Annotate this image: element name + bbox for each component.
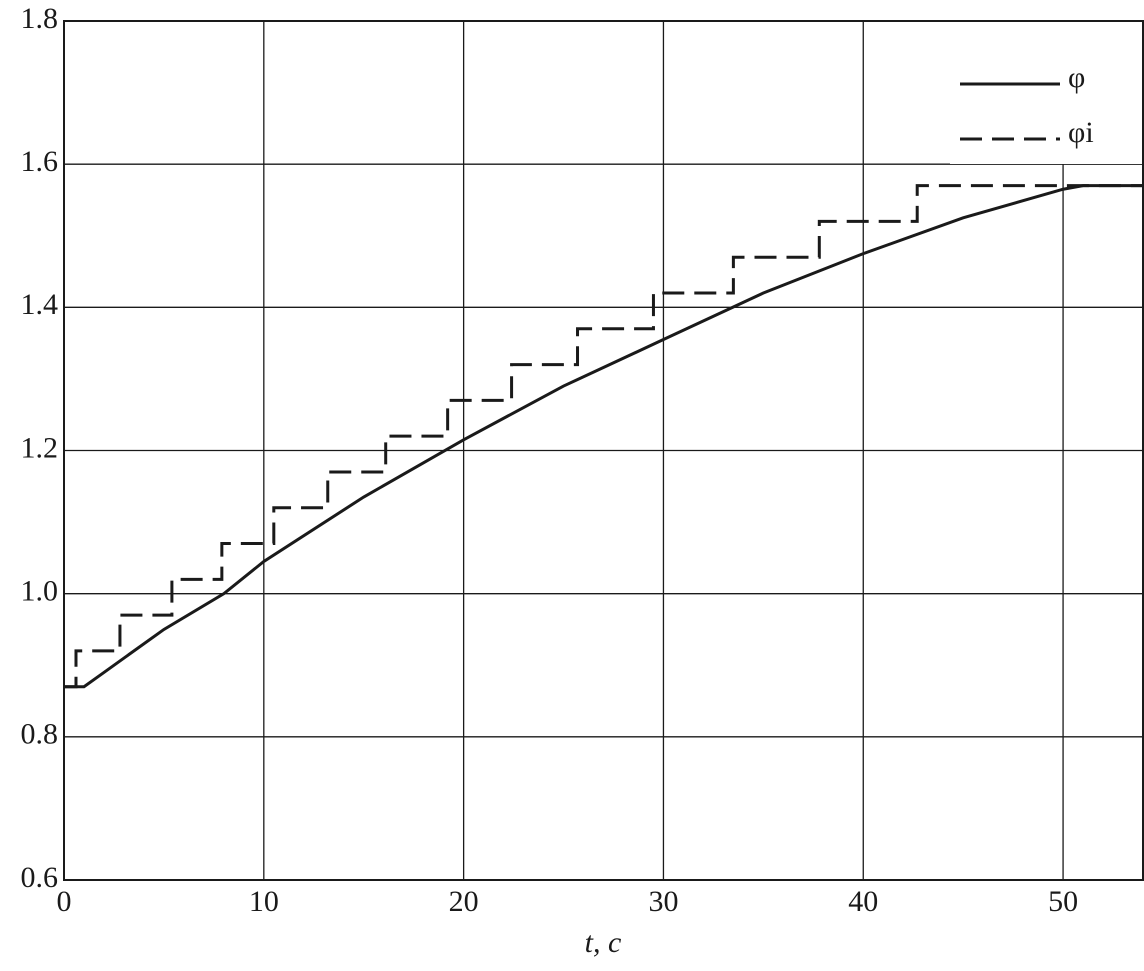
y-tick-label: 1.6 (21, 145, 59, 178)
x-tick-label: 40 (848, 885, 878, 918)
y-tick-label: 0.8 (21, 718, 59, 751)
x-tick-label: 10 (249, 885, 279, 918)
legend-label: φ (1068, 61, 1085, 94)
legend-label: φi (1068, 116, 1094, 149)
x-tick-label: 30 (648, 885, 678, 918)
y-tick-label: 1.2 (21, 431, 59, 464)
series-line (64, 184, 1143, 689)
y-tick-label: 1.4 (21, 288, 59, 321)
x-tick-label: 0 (57, 885, 72, 918)
y-tick-label: 1.0 (21, 575, 59, 608)
x-tick-label: 20 (449, 885, 479, 918)
y-tick-label: 0.6 (21, 861, 59, 894)
y-tick-label: 1.8 (21, 2, 59, 35)
x-tick-label: 50 (1048, 885, 1078, 918)
x-axis-label: t, c (585, 926, 622, 959)
legend-box (950, 22, 1142, 164)
series-line (64, 184, 1143, 689)
plot-frame (63, 20, 1144, 881)
